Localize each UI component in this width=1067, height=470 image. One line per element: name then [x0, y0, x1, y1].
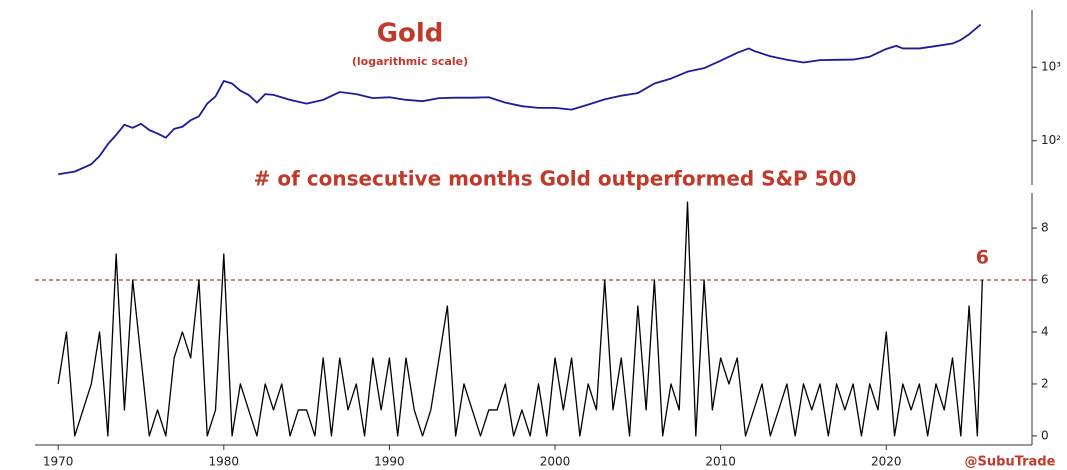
x-tick-label: 2010 [705, 455, 736, 469]
y-tick-label: 10³ [1041, 60, 1061, 74]
x-tick-label: 2000 [540, 455, 571, 469]
x-tick-label: 2020 [871, 455, 902, 469]
x-tick-label: 1990 [374, 455, 405, 469]
source-credit: @SubuTrade [965, 455, 1056, 470]
chart-title: # of consecutive months Gold outperforme… [254, 167, 857, 191]
y-tick-label: 8 [1041, 221, 1049, 235]
y-tick-label: 4 [1041, 324, 1049, 338]
x-tick-label: 1970 [43, 455, 74, 469]
x-tick-label: 1980 [209, 455, 240, 469]
y-tick-label: 10² [1041, 133, 1061, 147]
chart-subtitle: (logarithmic scale) [352, 55, 468, 68]
y-tick-label: 6 [1041, 273, 1049, 287]
reference-label: 6 [976, 247, 989, 269]
y-tick-label: 0 [1041, 428, 1049, 442]
y-tick-label: 2 [1041, 376, 1049, 390]
chart-title: Gold [377, 19, 444, 49]
data-line [57, 201, 983, 437]
data-line [58, 23, 982, 176]
